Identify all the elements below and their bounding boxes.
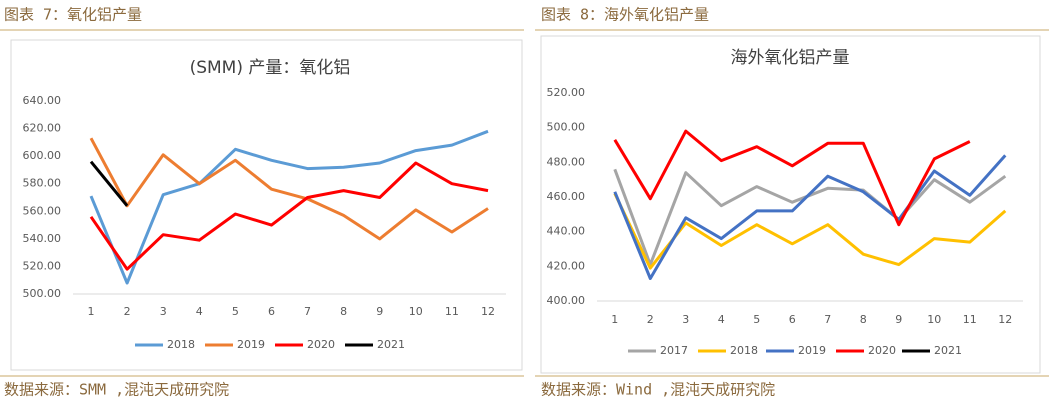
- series-line: [613, 154, 1007, 280]
- legend-label: 2019: [798, 344, 826, 357]
- x-tick-label: 8: [860, 313, 867, 326]
- series-line: [89, 137, 489, 241]
- legend-label: 2018: [167, 338, 195, 351]
- chart-title: 海外氧化铝产量: [731, 48, 850, 68]
- legend-label: 2017: [660, 344, 688, 357]
- legend-label: 2021: [934, 344, 962, 357]
- x-tick-label: 4: [718, 313, 725, 326]
- x-tick-label: 9: [376, 305, 383, 318]
- y-tick-label: 540.00: [23, 232, 62, 245]
- series-line: [613, 129, 971, 227]
- x-tick-label: 2: [124, 305, 131, 318]
- y-tick-label: 520.00: [547, 86, 586, 99]
- y-tick-label: 420.00: [547, 259, 586, 272]
- y-tick-label: 600.00: [23, 149, 62, 162]
- y-tick-label: 520.00: [23, 259, 62, 272]
- x-tick-label: 5: [753, 313, 760, 326]
- y-tick-label: 620.00: [23, 122, 62, 135]
- x-tick-label: 11: [963, 313, 977, 326]
- figure-source: 数据来源：SMM ,混沌天成研究院: [4, 381, 229, 399]
- figure-source: 数据来源：Wind ,混沌天成研究院: [541, 381, 775, 399]
- x-tick-label: 8: [340, 305, 347, 318]
- x-tick-label: 6: [789, 313, 796, 326]
- y-tick-label: 640.00: [23, 94, 62, 107]
- x-tick-label: 3: [160, 305, 167, 318]
- y-tick-label: 560.00: [23, 204, 62, 217]
- x-tick-label: 5: [232, 305, 239, 318]
- x-tick-label: 9: [895, 313, 902, 326]
- x-tick-label: 12: [481, 305, 495, 318]
- x-tick-label: 4: [196, 305, 203, 318]
- series-line: [613, 168, 1007, 267]
- y-tick-label: 440.00: [547, 225, 586, 238]
- y-tick-label: 580.00: [23, 177, 62, 190]
- series-line: [89, 161, 489, 271]
- x-tick-label: 7: [824, 313, 831, 326]
- legend-label: 2018: [730, 344, 758, 357]
- chart-title: (SMM) 产量：氧化铝: [190, 58, 351, 78]
- y-tick-label: 480.00: [547, 155, 586, 168]
- x-tick-label: 11: [445, 305, 459, 318]
- figure-caption: 图表 7：氧化铝产量: [4, 6, 142, 24]
- y-tick-label: 460.00: [547, 190, 586, 203]
- y-tick-label: 500.00: [547, 121, 586, 134]
- x-tick-label: 10: [409, 305, 423, 318]
- x-tick-label: 7: [304, 305, 311, 318]
- x-tick-label: 1: [88, 305, 95, 318]
- x-tick-label: 2: [647, 313, 654, 326]
- x-tick-label: 1: [611, 313, 618, 326]
- legend-label: 2021: [377, 338, 405, 351]
- series-line: [89, 129, 489, 285]
- legend-label: 2019: [237, 338, 265, 351]
- chart-frame: [10, 39, 523, 371]
- chart-frame: [540, 35, 1041, 374]
- y-tick-label: 400.00: [547, 294, 586, 307]
- y-tick-label: 500.00: [23, 287, 62, 300]
- series-line: [89, 160, 129, 207]
- figure-caption: 图表 8：海外氧化铝产量: [541, 6, 709, 24]
- x-tick-label: 10: [927, 313, 941, 326]
- x-tick-label: 3: [682, 313, 689, 326]
- x-tick-label: 6: [268, 305, 275, 318]
- legend-label: 2020: [868, 344, 896, 357]
- x-tick-label: 12: [998, 313, 1012, 326]
- legend-label: 2020: [307, 338, 335, 351]
